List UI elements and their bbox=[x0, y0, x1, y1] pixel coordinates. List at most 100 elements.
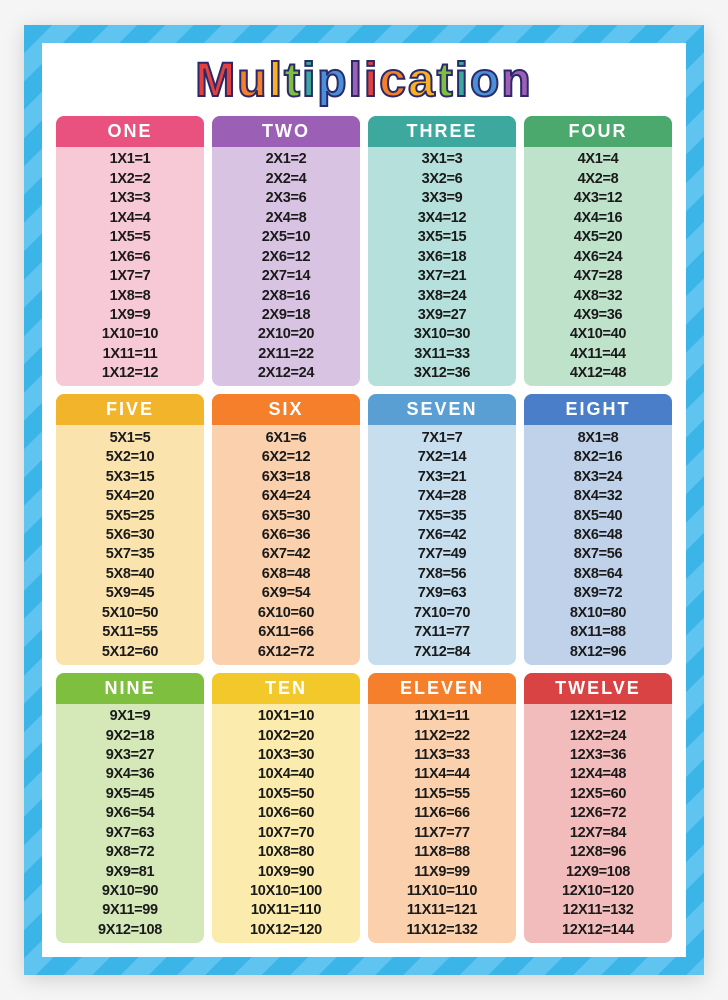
equation: 1X9=9 bbox=[56, 306, 204, 325]
equation: 10X12=120 bbox=[212, 921, 360, 940]
equation: 8X1=8 bbox=[524, 429, 672, 448]
table-block-9: NINE9X1=99X2=189X3=279X4=369X5=459X6=549… bbox=[56, 673, 204, 943]
equation: 12X2=24 bbox=[524, 727, 672, 746]
table-body: 8X1=88X2=168X3=248X4=328X5=408X6=488X7=5… bbox=[524, 425, 672, 664]
equation: 2X6=12 bbox=[212, 248, 360, 267]
equation: 11X10=110 bbox=[368, 882, 516, 901]
equation: 3X7=21 bbox=[368, 267, 516, 286]
equation: 3X11=33 bbox=[368, 345, 516, 364]
equation: 6X4=24 bbox=[212, 487, 360, 506]
equation: 6X2=12 bbox=[212, 448, 360, 467]
equation: 10X5=50 bbox=[212, 785, 360, 804]
equation: 4X5=20 bbox=[524, 228, 672, 247]
equation: 3X9=27 bbox=[368, 306, 516, 325]
table-block-10: TEN10X1=1010X2=2010X3=3010X4=4010X5=5010… bbox=[212, 673, 360, 943]
equation: 2X3=6 bbox=[212, 189, 360, 208]
equation: 7X12=84 bbox=[368, 643, 516, 662]
equation: 2X2=4 bbox=[212, 170, 360, 189]
title-letter: n bbox=[501, 53, 532, 108]
equation: 11X1=11 bbox=[368, 707, 516, 726]
equation: 2X8=16 bbox=[212, 287, 360, 306]
table-body: 9X1=99X2=189X3=279X4=369X5=459X6=549X7=6… bbox=[56, 704, 204, 943]
equation: 10X10=100 bbox=[212, 882, 360, 901]
equation: 9X2=18 bbox=[56, 727, 204, 746]
equation: 9X10=90 bbox=[56, 882, 204, 901]
equation: 2X4=8 bbox=[212, 209, 360, 228]
equation: 9X9=81 bbox=[56, 863, 204, 882]
equation: 6X5=30 bbox=[212, 507, 360, 526]
equation: 7X6=42 bbox=[368, 526, 516, 545]
equation: 10X7=70 bbox=[212, 824, 360, 843]
equation: 6X10=60 bbox=[212, 604, 360, 623]
equation: 3X4=12 bbox=[368, 209, 516, 228]
table-header: SEVEN bbox=[368, 394, 516, 425]
equation: 4X10=40 bbox=[524, 325, 672, 344]
equation: 6X8=48 bbox=[212, 565, 360, 584]
equation: 3X8=24 bbox=[368, 287, 516, 306]
equation: 2X7=14 bbox=[212, 267, 360, 286]
equation: 10X1=10 bbox=[212, 707, 360, 726]
title-letter: a bbox=[408, 53, 437, 108]
equation: 11X12=132 bbox=[368, 921, 516, 940]
equation: 11X3=33 bbox=[368, 746, 516, 765]
title-letter: c bbox=[379, 53, 408, 108]
title-letter: l bbox=[349, 53, 364, 108]
equation: 6X6=36 bbox=[212, 526, 360, 545]
table-body: 4X1=44X2=84X3=124X4=164X5=204X6=244X7=28… bbox=[524, 147, 672, 386]
table-body: 3X1=33X2=63X3=93X4=123X5=153X6=183X7=213… bbox=[368, 147, 516, 386]
equation: 8X9=72 bbox=[524, 584, 672, 603]
equation: 9X7=63 bbox=[56, 824, 204, 843]
equation: 11X9=99 bbox=[368, 863, 516, 882]
equation: 10X9=90 bbox=[212, 863, 360, 882]
equation: 7X5=35 bbox=[368, 507, 516, 526]
equation: 5X8=40 bbox=[56, 565, 204, 584]
equation: 1X5=5 bbox=[56, 228, 204, 247]
table-header: THREE bbox=[368, 116, 516, 147]
equation: 6X9=54 bbox=[212, 584, 360, 603]
equation: 9X8=72 bbox=[56, 843, 204, 862]
equation: 9X4=36 bbox=[56, 765, 204, 784]
equation: 7X10=70 bbox=[368, 604, 516, 623]
table-body: 7X1=77X2=147X3=217X4=287X5=357X6=427X7=4… bbox=[368, 425, 516, 664]
equation: 1X1=1 bbox=[56, 150, 204, 169]
equation: 4X6=24 bbox=[524, 248, 672, 267]
table-body: 5X1=55X2=105X3=155X4=205X5=255X6=305X7=3… bbox=[56, 425, 204, 664]
table-body: 1X1=11X2=21X3=31X4=41X5=51X6=61X7=71X8=8… bbox=[56, 147, 204, 386]
equation: 4X1=4 bbox=[524, 150, 672, 169]
title-letter: i bbox=[364, 53, 379, 108]
equation: 7X2=14 bbox=[368, 448, 516, 467]
equation: 2X9=18 bbox=[212, 306, 360, 325]
table-block-3: THREE3X1=33X2=63X3=93X4=123X5=153X6=183X… bbox=[368, 116, 516, 386]
equation: 8X3=24 bbox=[524, 468, 672, 487]
equation: 2X11=22 bbox=[212, 345, 360, 364]
equation: 4X7=28 bbox=[524, 267, 672, 286]
equation: 8X6=48 bbox=[524, 526, 672, 545]
equation: 3X12=36 bbox=[368, 364, 516, 383]
equation: 10X8=80 bbox=[212, 843, 360, 862]
equation: 3X3=9 bbox=[368, 189, 516, 208]
equation: 4X12=48 bbox=[524, 364, 672, 383]
equation: 12X3=36 bbox=[524, 746, 672, 765]
equation: 5X1=5 bbox=[56, 429, 204, 448]
title-letter: i bbox=[302, 53, 317, 108]
equation: 3X6=18 bbox=[368, 248, 516, 267]
title-letter: p bbox=[317, 53, 348, 108]
equation: 8X10=80 bbox=[524, 604, 672, 623]
equation: 2X12=24 bbox=[212, 364, 360, 383]
equation: 3X2=6 bbox=[368, 170, 516, 189]
equation: 4X4=16 bbox=[524, 209, 672, 228]
title-letter: u bbox=[237, 53, 268, 108]
main-title: Multiplication bbox=[56, 53, 672, 108]
equation: 7X8=56 bbox=[368, 565, 516, 584]
equation: 4X11=44 bbox=[524, 345, 672, 364]
equation: 9X5=45 bbox=[56, 785, 204, 804]
table-block-4: FOUR4X1=44X2=84X3=124X4=164X5=204X6=244X… bbox=[524, 116, 672, 386]
title-letter: i bbox=[455, 53, 470, 108]
equation: 6X12=72 bbox=[212, 643, 360, 662]
table-header: ELEVEN bbox=[368, 673, 516, 704]
equation: 5X3=15 bbox=[56, 468, 204, 487]
equation: 10X6=60 bbox=[212, 804, 360, 823]
equation: 12X12=144 bbox=[524, 921, 672, 940]
equation: 8X5=40 bbox=[524, 507, 672, 526]
equation: 4X2=8 bbox=[524, 170, 672, 189]
